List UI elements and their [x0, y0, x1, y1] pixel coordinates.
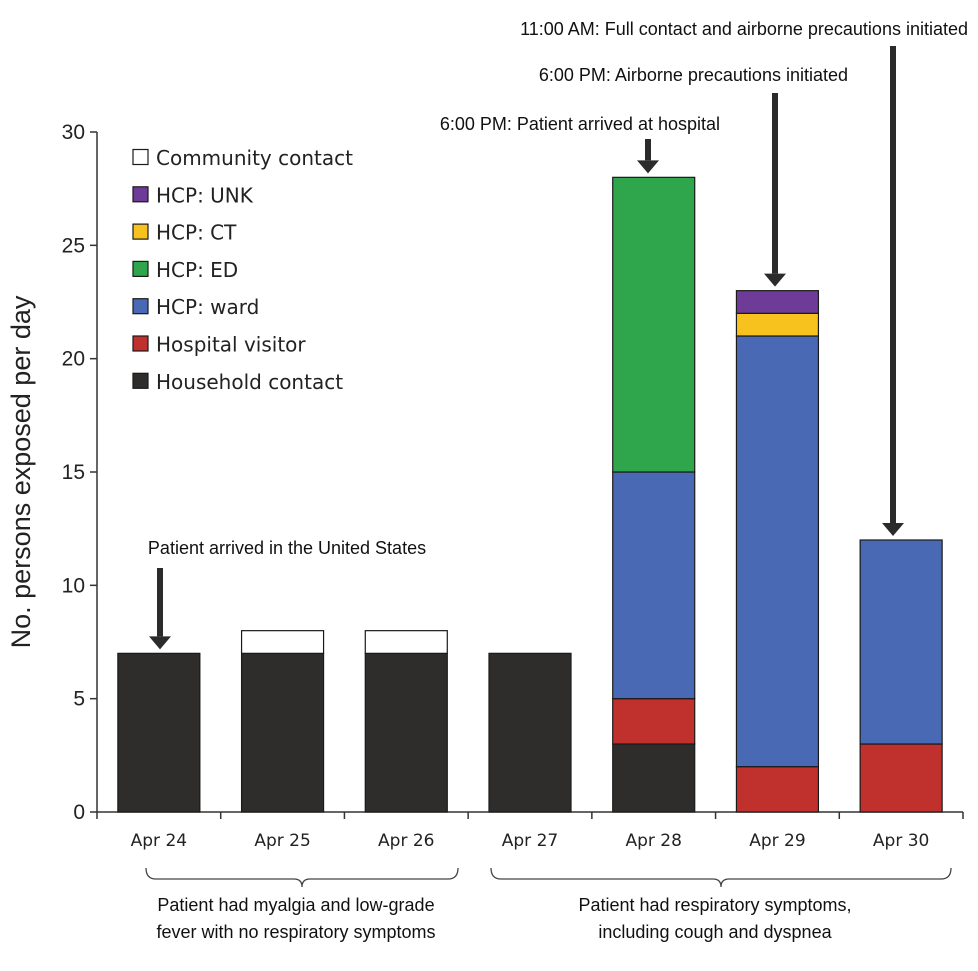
bars — [117, 176, 943, 813]
legend-swatch-community-contact — [132, 148, 149, 166]
bar-segment-community-contact-apr-25 — [240, 630, 325, 654]
x-tick-label: Apr 28 — [625, 831, 681, 851]
bar-segment-hcp-unk-apr-29 — [735, 290, 820, 314]
y-tick-label: 5 — [73, 688, 85, 711]
y-tick-label: 25 — [62, 234, 85, 257]
legend-label-hcp-unk: HCP: UNK — [156, 183, 254, 207]
y-tick-label: 15 — [62, 461, 85, 484]
bracket-label: fever with no respiratory symptoms — [156, 922, 435, 942]
bar-segment-hcp-ward-apr-29 — [735, 335, 820, 768]
y-tick-label: 30 — [62, 121, 85, 144]
legend-swatch-hospital-visitor — [132, 335, 149, 352]
annotation-arrow-head — [149, 636, 171, 650]
bracket-label: Patient had respiratory symptoms, — [578, 895, 851, 915]
x-tick-label: Apr 25 — [254, 831, 310, 851]
bar-segment-household-contact-apr-27 — [488, 652, 572, 813]
bracket — [490, 867, 952, 888]
bracket-label: including cough and dyspnea — [598, 922, 832, 942]
bar-segment-hcp-ct-apr-29 — [735, 312, 820, 337]
legend: Community contact HCP: UNK HCP: CT HCP: ED H… — [132, 146, 353, 394]
annotation-arrow-head — [637, 160, 659, 174]
legend-label-hcp-ed: HCP: ED — [156, 258, 238, 282]
bar-segment-household-contact-apr-28 — [612, 743, 696, 813]
bracket — [145, 867, 459, 888]
bar-segment-hospital-visitor-apr-30 — [859, 743, 943, 813]
bar-segment-hospital-visitor-apr-28 — [612, 698, 696, 745]
annotation-text: 11:00 AM: Full contact and airborne prec… — [520, 19, 968, 39]
x-tick-label: Apr 24 — [131, 831, 187, 851]
y-tick-label: 0 — [73, 801, 85, 824]
legend-swatch-hcp-ed — [132, 260, 149, 277]
legend-swatch-hcp-ward — [132, 298, 149, 315]
legend-label-household-contact: Household contact — [156, 370, 343, 394]
bar-segment-household-contact-apr-26 — [364, 652, 448, 813]
annotation-text: 6:00 PM: Patient arrived at hospital — [440, 114, 720, 134]
y-tick-label: 10 — [62, 574, 85, 597]
legend-swatch-hcp-ct — [132, 223, 149, 240]
brackets: Patient had myalgia and low-grade fever w… — [145, 867, 952, 942]
bar-segment-hospital-visitor-apr-29 — [735, 766, 820, 813]
bar-segment-household-contact-apr-25 — [240, 652, 325, 813]
annotation-arrow-head — [882, 523, 904, 536]
axes: 0 5 10 15 20 25 30 No. persons exposed per day A… — [6, 121, 964, 851]
bar-segment-household-contact-apr-24 — [117, 652, 201, 813]
annotations: Patient arrived in the United States 6:00… — [148, 19, 968, 650]
legend-swatch-household-contact — [132, 372, 149, 389]
legend-label-community-contact: Community contact — [156, 146, 353, 170]
bar-segment-community-contact-apr-26 — [364, 630, 448, 654]
x-tick-label: Apr 29 — [749, 831, 805, 851]
bar-segment-hcp-ward-apr-28 — [612, 471, 696, 700]
legend-label-hospital-visitor: Hospital visitor — [156, 333, 306, 357]
y-tick-label: 20 — [62, 348, 85, 371]
legend-label-hcp-ward: HCP: ward — [156, 295, 259, 319]
bar-segment-hcp-ward-apr-30 — [859, 539, 943, 745]
x-tick-label: Apr 27 — [502, 831, 558, 851]
legend-swatch-hcp-unk — [132, 186, 149, 203]
bracket-label: Patient had myalgia and low-grade — [157, 895, 434, 915]
y-axis-label: No. persons exposed per day — [6, 295, 36, 648]
annotation-arrow-head — [764, 273, 786, 287]
legend-label-hcp-ct: HCP: CT — [156, 221, 237, 245]
x-tick-label: Apr 26 — [378, 831, 434, 851]
annotation-text: 6:00 PM: Airborne precautions initiated — [539, 65, 848, 85]
bar-segment-hcp-ed-apr-28 — [612, 176, 696, 473]
annotation-text: Patient arrived in the United States — [148, 538, 426, 558]
x-tick-label: Apr 30 — [873, 831, 929, 851]
